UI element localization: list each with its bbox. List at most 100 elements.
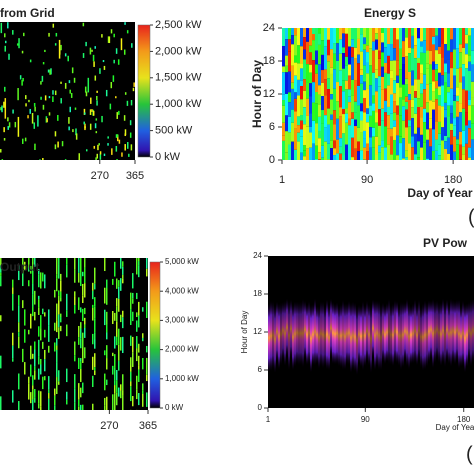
- heatmap-cell: [297, 141, 300, 160]
- colorbar-label: 1,500 kW: [155, 72, 202, 84]
- heatmap-cell: [381, 33, 384, 43]
- heatmap-cell: [80, 338, 82, 349]
- heatmap-cell: [330, 28, 333, 50]
- heatmap-cell: [138, 369, 140, 382]
- heatmap-cell: [89, 109, 92, 115]
- heatmap-cell: [22, 77, 24, 82]
- heatmap-cell: [120, 314, 122, 323]
- heatmap-cell: [112, 311, 114, 324]
- heatmap-cell: [404, 302, 406, 361]
- heatmap-cell: [84, 307, 86, 315]
- heatmap-cell: [33, 102, 36, 107]
- heatmap-cell: [351, 39, 354, 48]
- heatmap-cell: [339, 153, 342, 160]
- heatmap-cell: [136, 348, 138, 362]
- heatmap-cell: [0, 396, 2, 410]
- heatmap-cell: [68, 126, 70, 131]
- heatmap-cell: [142, 307, 144, 312]
- heatmap-cell: [124, 92, 127, 95]
- heatmap-cell: [444, 43, 447, 64]
- heatmap-cell: [396, 39, 399, 61]
- heatmap-cell: [56, 349, 58, 363]
- heatmap-cell: [80, 328, 82, 339]
- heatmap-cell: [130, 386, 132, 402]
- heatmap-cell: [21, 50, 24, 54]
- heatmap-cell: [414, 28, 417, 46]
- heatmap-cell: [441, 140, 444, 160]
- heatmap-cell: [471, 139, 474, 160]
- heatmap-cell: [309, 45, 312, 53]
- heatmap-cell: [345, 108, 348, 114]
- heatmap-cell: [115, 145, 118, 152]
- heatmap-cell: [435, 50, 438, 65]
- heatmap-cell: [348, 46, 351, 65]
- heatmap-cell: [374, 300, 376, 371]
- heatmap-cell: [124, 144, 126, 151]
- heatmap-cell: [447, 153, 450, 160]
- heatmap-cell: [414, 154, 417, 160]
- heatmap-cell: [348, 28, 351, 47]
- heatmap-cell: [292, 303, 294, 371]
- heatmap-cell: [432, 69, 435, 82]
- heatmap-cell: [12, 109, 14, 114]
- heatmap-cell: [294, 92, 297, 99]
- heatmap-cell: [132, 298, 134, 304]
- heatmap-cell: [390, 136, 393, 155]
- heatmap-cell: [94, 267, 96, 284]
- heatmap-cell: [381, 76, 384, 90]
- heatmap-cell: [417, 127, 420, 142]
- heatmap-cell: [22, 273, 24, 287]
- heatmap-cell: [366, 151, 369, 160]
- heatmap-cell: [92, 54, 95, 62]
- heatmap-cell: [94, 370, 96, 376]
- heatmap-cell: [393, 60, 396, 81]
- heatmap-cell: [447, 86, 450, 93]
- heatmap-cell: [130, 371, 132, 382]
- heatmap-cell: [92, 356, 94, 370]
- heatmap-cell: [447, 105, 450, 117]
- y-tick-label: 18: [263, 55, 275, 67]
- heatmap-cell: [54, 342, 56, 352]
- heatmap-cell: [360, 305, 362, 367]
- heatmap-cell: [112, 352, 114, 357]
- heatmap-cell: [450, 123, 453, 131]
- heatmap-cell: [318, 85, 321, 95]
- heatmap-cell: [405, 78, 408, 85]
- colorbar-label: 500 kW: [155, 125, 193, 137]
- heatmap-cell: [120, 258, 122, 269]
- heatmap-cell: [352, 301, 354, 370]
- heatmap-cell: [40, 272, 42, 289]
- heatmap-cell: [360, 103, 363, 112]
- heatmap-cell: [274, 305, 276, 373]
- heatmap-cell: [363, 49, 366, 66]
- heatmap-cell: [336, 82, 339, 102]
- heatmap-cell: [110, 29, 113, 34]
- heatmap-cell: [471, 64, 474, 82]
- heatmap-cell: [453, 75, 456, 96]
- heatmap-cell: [390, 78, 393, 95]
- heatmap-cell: [84, 112, 86, 115]
- heatmap-cell: [130, 144, 133, 151]
- heatmap-cell: [321, 96, 324, 111]
- heatmap-cell: [432, 150, 435, 160]
- heatmap-cell: [297, 63, 300, 80]
- heatmap-cell: [44, 349, 46, 360]
- heatmap-cell: [146, 374, 148, 382]
- heatmap-cell: [30, 364, 32, 377]
- heatmap-cell: [74, 355, 76, 362]
- heatmap-cell: [456, 139, 459, 145]
- heatmap-cell: [288, 92, 291, 103]
- heatmap-cell: [330, 148, 333, 160]
- heatmap-cell: [132, 336, 134, 353]
- heatmap-cell: [4, 33, 6, 38]
- colorbar-label: 2,500 kW: [155, 19, 202, 31]
- heatmap-cell: [4, 86, 6, 92]
- heatmap-cell: [414, 58, 417, 80]
- heatmap-cell: [318, 28, 321, 34]
- heatmap-cell: [420, 117, 423, 135]
- heatmap-cell: [471, 28, 474, 51]
- colorbar-label: 3,000 kW: [165, 316, 199, 325]
- heatmap-cell: [18, 332, 20, 337]
- heatmap-cell: [300, 99, 303, 116]
- heatmap-cell: [345, 56, 348, 66]
